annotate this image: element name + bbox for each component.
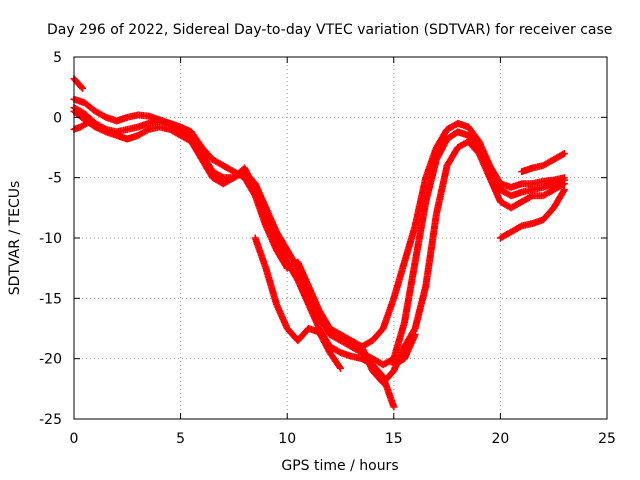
data-point [559,181,567,189]
series-track-6 [390,331,419,369]
data-point [527,193,535,201]
data-point [390,403,398,411]
y-tick-label: 5 [53,50,62,66]
series-track-10 [70,119,91,133]
x-tick-label: 10 [278,431,296,447]
data-layer [70,75,568,411]
y-tick-label: -20 [39,352,62,368]
label-layer: 0 5 10 15 20 25 -25 -20 -15 -10 -5 0 5 [39,50,616,447]
data-point [143,126,151,134]
data-point [560,150,568,158]
data-point [79,84,87,92]
data-point [337,364,344,372]
data-point [560,187,568,195]
data-point [516,223,524,231]
y-tick-label: -10 [39,231,62,247]
y-tick-label: -5 [48,171,62,187]
series-track-8 [496,186,568,242]
series-track-3 [70,107,398,411]
x-tick-label: 15 [385,431,403,447]
series-track-9 [518,150,568,176]
y-tick-label: -25 [39,412,62,428]
data-point [218,173,226,181]
x-tick-label: 0 [70,431,79,447]
data-point [77,83,85,91]
x-tick-label: 5 [176,431,185,447]
series-track-5 [358,137,568,387]
series-track-7 [70,75,87,92]
data-point [411,331,419,339]
tick-layer [73,56,608,420]
x-tick-label: 25 [598,431,616,447]
data-point [560,180,568,188]
chart-title: Day 296 of 2022, Sidereal Day-to-day VTE… [47,22,612,38]
x-axis-label: GPS time / hours [281,458,398,474]
data-point [83,119,91,127]
y-axis-label: SDTVAR / TECUs [7,181,23,296]
series-track-4 [251,234,344,372]
y-tick-label: 0 [53,110,62,126]
data-point [559,150,567,158]
x-tick-label: 20 [491,431,509,447]
y-tick-label: -15 [39,291,62,307]
data-point [336,363,344,371]
data-point [560,186,568,194]
